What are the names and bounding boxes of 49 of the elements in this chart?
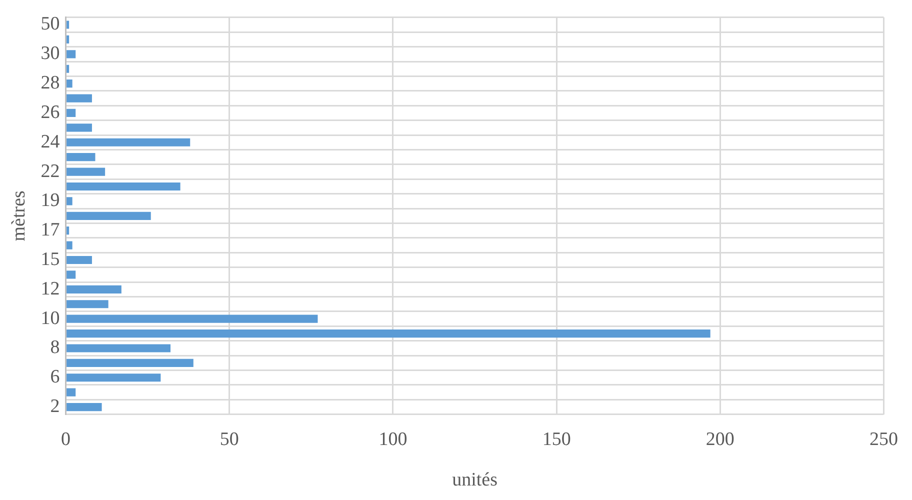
y-tick-label: 2 <box>50 396 60 418</box>
x-tick-label: 250 <box>870 428 898 450</box>
x-tick-label: 200 <box>706 428 734 450</box>
bar <box>66 329 710 338</box>
bar <box>66 50 76 58</box>
bar <box>66 358 194 367</box>
x-tick-label: 150 <box>542 428 571 450</box>
bar <box>66 226 70 235</box>
bar <box>66 153 96 162</box>
y-tick-label: 19 <box>40 190 60 212</box>
y-tick-label: 17 <box>40 220 60 241</box>
y-axis-title: mètres <box>8 190 30 242</box>
y-tick-label: 26 <box>40 102 60 123</box>
bar <box>66 314 318 323</box>
bar <box>66 212 151 220</box>
y-tick-label: 10 <box>40 308 60 329</box>
x-tick-label: 100 <box>378 428 408 450</box>
bar <box>66 300 108 308</box>
bar <box>66 197 72 206</box>
bar <box>66 182 180 191</box>
bar <box>66 20 70 29</box>
bar <box>66 388 76 396</box>
y-tick-label: 30 <box>40 43 60 64</box>
bar <box>66 64 70 73</box>
bar <box>66 80 72 88</box>
bar <box>66 108 76 118</box>
x-tick-label: 50 <box>220 428 239 450</box>
bar <box>66 94 92 102</box>
y-tick-label: 28 <box>40 72 60 94</box>
y-tick-label: 15 <box>40 248 60 270</box>
bar <box>66 35 70 44</box>
bar <box>66 124 92 132</box>
x-tick-label: 0 <box>61 428 71 450</box>
y-tick-label: 22 <box>40 160 60 182</box>
bar <box>66 241 72 250</box>
bar <box>66 138 190 146</box>
bar <box>66 168 106 176</box>
y-tick-label: 8 <box>50 337 60 358</box>
bar <box>66 374 161 382</box>
x-axis-title: unités <box>452 470 498 491</box>
bar <box>66 285 122 294</box>
y-tick-label: 12 <box>40 278 60 300</box>
y-tick-label: 6 <box>50 366 60 388</box>
bar <box>66 344 170 352</box>
y-tick-label: 24 <box>40 131 60 152</box>
y-tick-label: 50 <box>40 14 60 35</box>
bar <box>66 270 76 279</box>
bar <box>66 403 102 412</box>
bar <box>66 256 92 264</box>
